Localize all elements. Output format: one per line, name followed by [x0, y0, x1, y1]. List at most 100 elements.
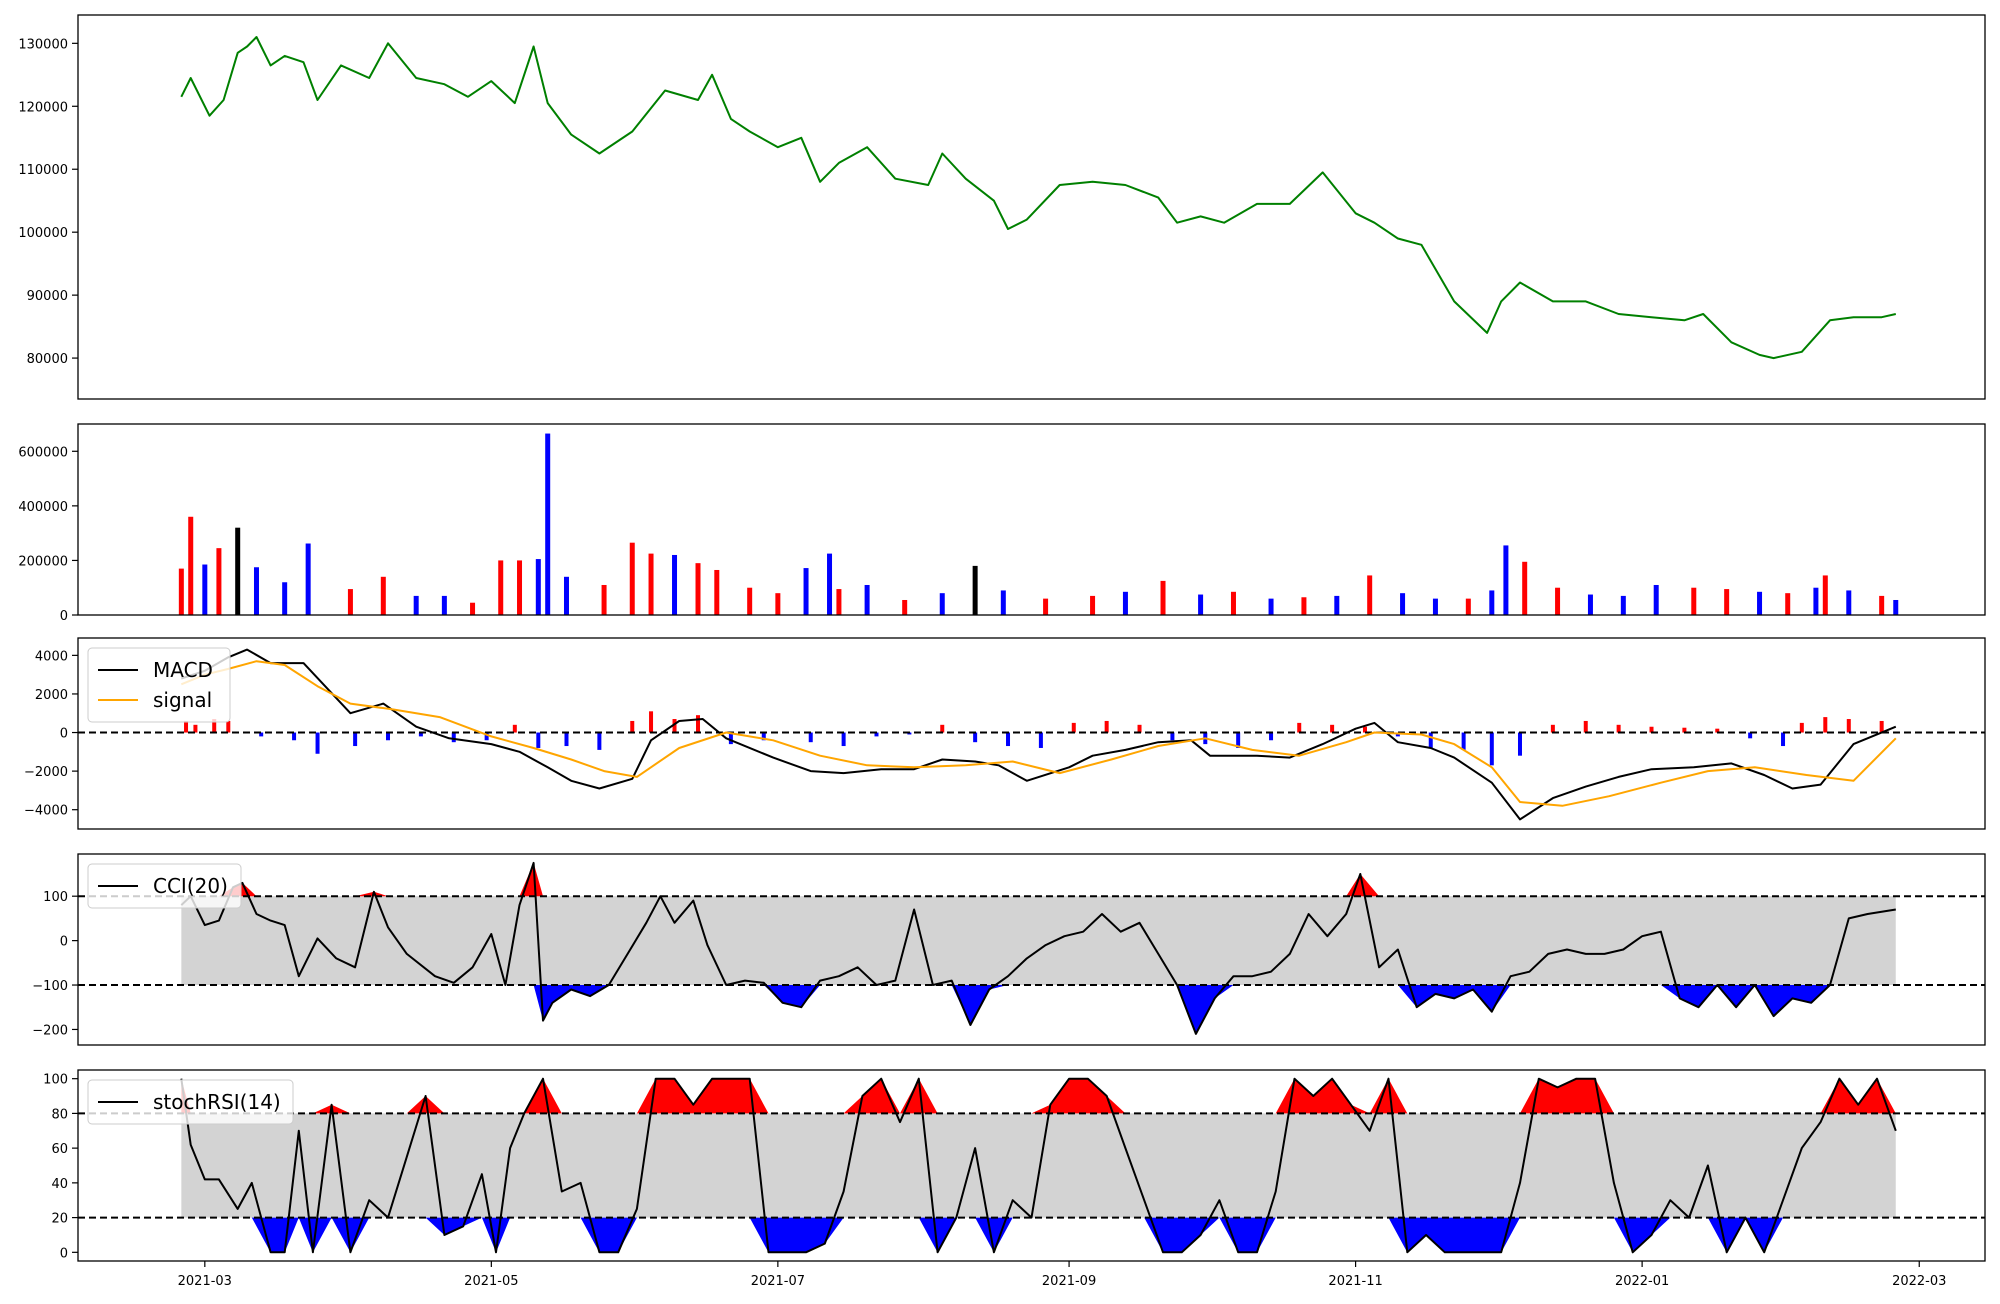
volume-bar [545, 433, 551, 615]
volume-bar [305, 543, 311, 615]
macd-histogram-bar [193, 724, 198, 733]
stochrsi-overbought-fill [181, 1078, 1896, 1114]
macd-histogram-bar [1715, 728, 1720, 733]
volume-bar [535, 559, 541, 615]
macd-y-tick-label: −4000 [24, 804, 68, 819]
volume-bar [601, 584, 607, 615]
volume-bar [216, 548, 222, 615]
macd-histogram-bar [1428, 732, 1433, 748]
volume-bar [563, 576, 569, 615]
volume-bar [1724, 589, 1730, 615]
stochrsi-panel: 0 20 40 60 80 100 2021-03 2021-05 2021-07 2021-09… [43, 1069, 1986, 1289]
stochrsi-y-tick-label: 80 [51, 1107, 68, 1122]
volume-bar [188, 516, 194, 615]
volume-y-tick-label: 200000 [18, 554, 68, 569]
macd-histogram-bar [841, 732, 846, 747]
macd-histogram-bar [940, 724, 945, 733]
macd-histogram-bar [1006, 732, 1011, 747]
cci-y-tick-label: −100 [32, 979, 68, 994]
volume-axes-frame [77, 423, 1986, 616]
macd-histogram-bar [386, 732, 391, 741]
x-tick-label: 2022-01 [1615, 1274, 1669, 1289]
macd-histogram-bar [451, 732, 456, 743]
volume-bar [714, 569, 720, 615]
price-panel: 80000 90000 100000 110000 120000 130000 [18, 14, 1986, 400]
volume-panel: 0 200000 400000 600000 [18, 423, 1986, 624]
volume-bar [517, 560, 523, 615]
stochrsi-legend-label: stochRSI(14) [153, 1090, 281, 1114]
macd-legend-label: signal [153, 688, 212, 712]
volume-bar [1000, 590, 1006, 615]
volume-bar [202, 564, 208, 615]
macd-histogram-bar [1170, 732, 1175, 741]
macd-histogram-bar [536, 732, 541, 748]
macd-histogram-bar [259, 732, 264, 737]
macd-histogram-bar [564, 732, 569, 747]
macd-histogram-bar [315, 732, 320, 754]
price-y-tick-label: 110000 [18, 163, 68, 178]
stochrsi-y-tick-label: 100 [43, 1073, 68, 1088]
volume-bar [1230, 591, 1236, 615]
macd-histogram-bar [1071, 722, 1076, 733]
volume-bar [939, 593, 945, 615]
volume-bar [1198, 594, 1204, 615]
cci-series-line-0 [180, 861, 1896, 1035]
macd-histogram-bar [597, 732, 602, 750]
macd-histogram-bar [1461, 732, 1466, 750]
macd-histogram-bar [1799, 722, 1804, 733]
cci-y-tick-label: 0 [60, 935, 68, 950]
volume-bar [836, 589, 842, 615]
volume-bar [803, 568, 809, 615]
volume-bar [1555, 587, 1561, 615]
price-series-line-0 [180, 36, 1897, 360]
volume-bar [775, 593, 781, 615]
volume-y-tick-label: 400000 [18, 500, 68, 515]
volume-bar [747, 587, 753, 615]
macd-legend-label: MACD [153, 658, 213, 682]
x-tick-label: 2021-03 [178, 1274, 232, 1289]
volume-bar [1432, 598, 1438, 615]
cci-panel: −200 −100 0 100 CCI(20) [32, 853, 1986, 1046]
macd-histogram-bar [1616, 724, 1621, 733]
cci-neutral-band [181, 896, 1896, 986]
macd-histogram-bar [672, 719, 677, 733]
volume-bar [629, 542, 635, 615]
macd-y-tick-label: 0 [60, 727, 68, 742]
macd-histogram-bar [212, 719, 217, 733]
macd-histogram-bar [874, 732, 879, 737]
macd-y-tick-label: 2000 [35, 688, 68, 703]
macd-histogram-bar [184, 720, 189, 733]
volume-bar [1522, 561, 1528, 615]
stochrsi-neutral-band [181, 1113, 1896, 1218]
volume-bar [1301, 597, 1307, 615]
volume-bar [470, 602, 476, 615]
price-y-tick-label: 120000 [18, 100, 68, 115]
macd-histogram-bar [1236, 732, 1241, 748]
macd-histogram-bar [512, 724, 517, 733]
stochrsi-y-tick-label: 40 [51, 1177, 68, 1192]
macd-histogram-bar [728, 732, 733, 745]
macd-histogram-bar [1297, 722, 1302, 733]
macd-histogram-bar [649, 711, 654, 733]
volume-bar [282, 582, 288, 615]
volume-bar [827, 553, 833, 615]
macd-histogram-bar [1550, 724, 1555, 733]
macd-histogram-bar [1682, 727, 1687, 733]
volume-bar [1757, 591, 1763, 615]
macd-legend [87, 647, 231, 723]
volume-bar [1122, 591, 1128, 615]
volume-bar [347, 589, 353, 615]
x-tick-label: 2021-05 [464, 1274, 518, 1289]
volume-bar [1090, 595, 1096, 615]
price-y-tick-label: 100000 [18, 226, 68, 241]
volume-bar [253, 567, 259, 615]
volume-bar [1465, 598, 1471, 615]
macd-histogram-bar [761, 732, 766, 741]
price-y-tick-label: 90000 [27, 289, 68, 304]
price-y-tick-label: 130000 [18, 37, 68, 52]
stochrsi-series-line-0 [180, 1077, 1897, 1254]
volume-bar [498, 560, 504, 615]
volume-bar [1620, 595, 1626, 615]
